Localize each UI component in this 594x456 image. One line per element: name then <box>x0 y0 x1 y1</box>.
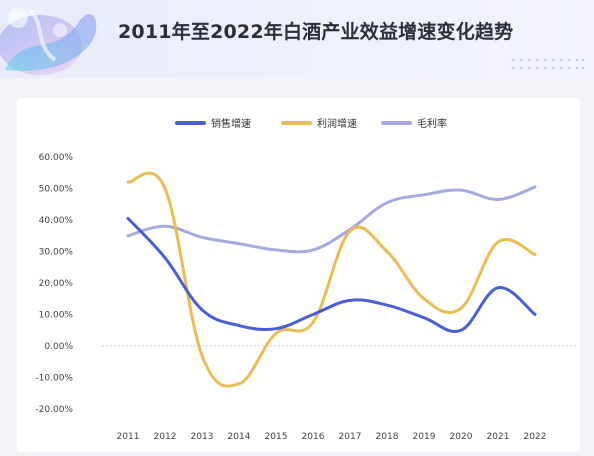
chart-legend: 销售增速 利润增速 毛利率 <box>175 117 447 130</box>
y-tick-label: -10.00% <box>35 374 73 384</box>
y-tick-label: 0.00% <box>44 342 73 352</box>
x-axis-ticks: 2011 2012 2013 2014 2015 2016 2017 2018 2019 2020… <box>117 432 547 442</box>
y-tick-label: 40.00% <box>39 216 74 226</box>
x-tick-label: 2016 <box>302 432 325 442</box>
y-tick-label: 20.00% <box>39 279 74 289</box>
legend-label: 销售增速 <box>211 117 251 130</box>
dot-pattern-icon <box>511 58 585 70</box>
x-tick-label: 2015 <box>265 432 288 442</box>
x-tick-label: 2020 <box>450 432 473 442</box>
decorative-illustration <box>0 0 110 78</box>
x-tick-label: 2011 <box>117 432 140 442</box>
series-line-margin <box>126 185 537 254</box>
y-tick-label: 50.00% <box>39 185 74 195</box>
x-tick-label: 2012 <box>154 432 177 442</box>
chart-card: 销售增速 利润增速 毛利率 60.00% 50.00% 40.00% 30.00% 20.0… <box>17 98 580 452</box>
legend-item[interactable]: 销售增速 <box>175 117 251 130</box>
legend-item[interactable]: 利润增速 <box>281 117 357 130</box>
series-line-sales <box>126 216 537 333</box>
legend-label: 利润增速 <box>317 117 357 130</box>
y-axis-ticks: 60.00% 50.00% 40.00% 30.00% 20.00% 10.00% 0.00… <box>35 153 73 415</box>
x-tick-label: 2021 <box>487 432 510 442</box>
x-tick-label: 2014 <box>228 432 251 442</box>
x-tick-label: 2017 <box>339 432 362 442</box>
y-tick-label: 30.00% <box>39 248 74 258</box>
x-tick-label: 2022 <box>524 432 547 442</box>
y-tick-label: 60.00% <box>39 153 74 163</box>
series-line-profit <box>126 171 537 388</box>
page-title: 2011年至2022年白酒产业效益增速变化趋势 <box>118 21 514 43</box>
header-banner: 2011年至2022年白酒产业效益增速变化趋势 <box>0 0 594 78</box>
series-lines <box>126 171 537 388</box>
y-tick-label: -20.00% <box>35 405 73 415</box>
x-tick-label: 2019 <box>413 432 436 442</box>
legend-item[interactable]: 毛利率 <box>381 117 447 130</box>
legend-label: 毛利率 <box>417 117 447 130</box>
y-tick-label: 10.00% <box>39 311 74 321</box>
line-chart: 销售增速 利润增速 毛利率 60.00% 50.00% 40.00% 30.00% 20.0… <box>35 117 577 442</box>
x-tick-label: 2013 <box>191 432 214 442</box>
x-tick-label: 2018 <box>376 432 399 442</box>
